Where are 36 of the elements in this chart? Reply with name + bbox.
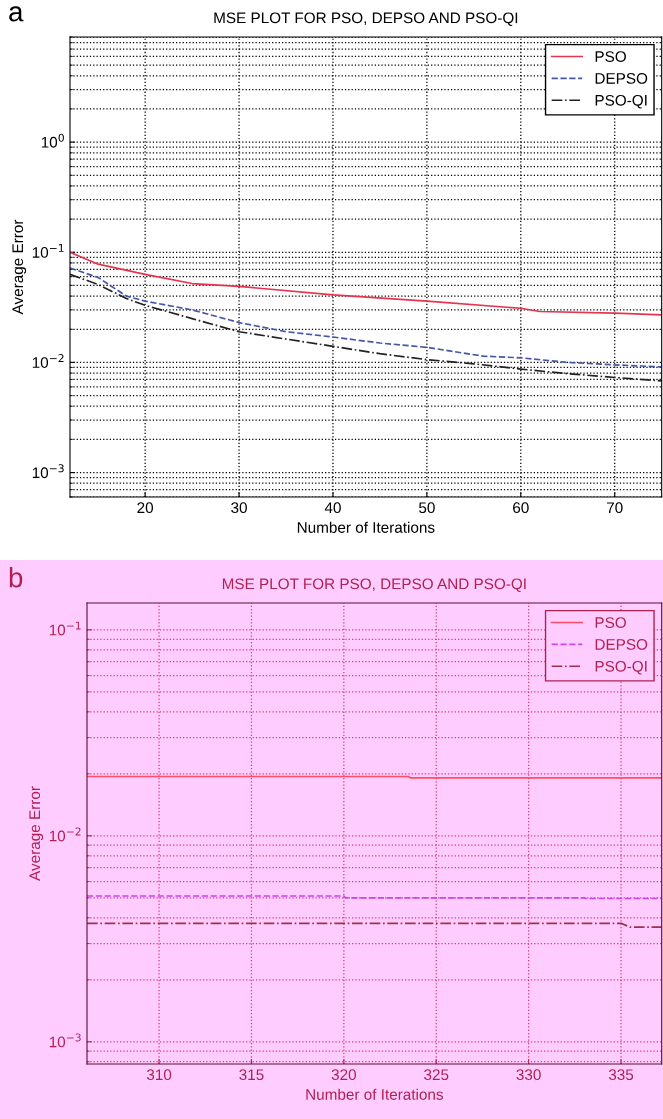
x-tick-label: 330 xyxy=(516,1069,541,1081)
x-tick-label: 40 xyxy=(324,502,341,514)
y-tick-label: 10$^{−1}$ xyxy=(32,244,64,258)
legend-label: PSO-QI xyxy=(595,94,647,109)
y-tick-label: 10$^{−2}$ xyxy=(49,827,81,842)
x-tick-label: 20 xyxy=(137,502,154,514)
line-series xyxy=(70,273,662,382)
x-axis-title: Number of Iterations xyxy=(297,521,435,533)
x-tick-label: 50 xyxy=(419,502,435,514)
x-tick-label: 70 xyxy=(607,502,623,514)
chart-title: MSE PLOT FOR PSO, DEPSO AND PSO-QI xyxy=(214,12,518,26)
y-tick-label: 10$^{−3}$ xyxy=(49,1033,81,1048)
text: b xyxy=(9,567,23,588)
x-tick-label: 30 xyxy=(231,502,247,514)
text: a xyxy=(9,6,24,22)
y-tick-label: 10$^{−1}$ xyxy=(49,621,81,636)
y-axis-title: Average Error xyxy=(29,786,44,881)
x-tick-label: 335 xyxy=(608,1069,634,1081)
x-tick-label: 315 xyxy=(239,1069,264,1081)
line-series xyxy=(70,251,662,316)
chart-title: MSE PLOT FOR PSO, DEPSO AND PSO-QI xyxy=(222,578,526,592)
x-axis-title: Number of Iterations xyxy=(306,1088,443,1100)
legend-label: PSO xyxy=(595,51,626,62)
y-axis-title: Average Error xyxy=(12,219,27,315)
x-tick-label: 320 xyxy=(331,1069,356,1081)
y-tick-label: 10$^{−3}$ xyxy=(32,464,64,479)
x-tick-label: 310 xyxy=(146,1069,172,1081)
line-series xyxy=(70,267,662,368)
y-tick-label: 10$^{0}$ xyxy=(41,133,64,148)
y-tick-label: 10$^{−2}$ xyxy=(32,354,64,368)
x-tick-label: 60 xyxy=(513,502,529,514)
legend-label: DEPSO xyxy=(595,73,648,84)
legend-label: DEPSO xyxy=(595,639,648,650)
x-tick-label: 325 xyxy=(424,1069,449,1081)
legend-label: PSO xyxy=(595,617,626,628)
legend-label: PSO-QI xyxy=(595,660,647,675)
